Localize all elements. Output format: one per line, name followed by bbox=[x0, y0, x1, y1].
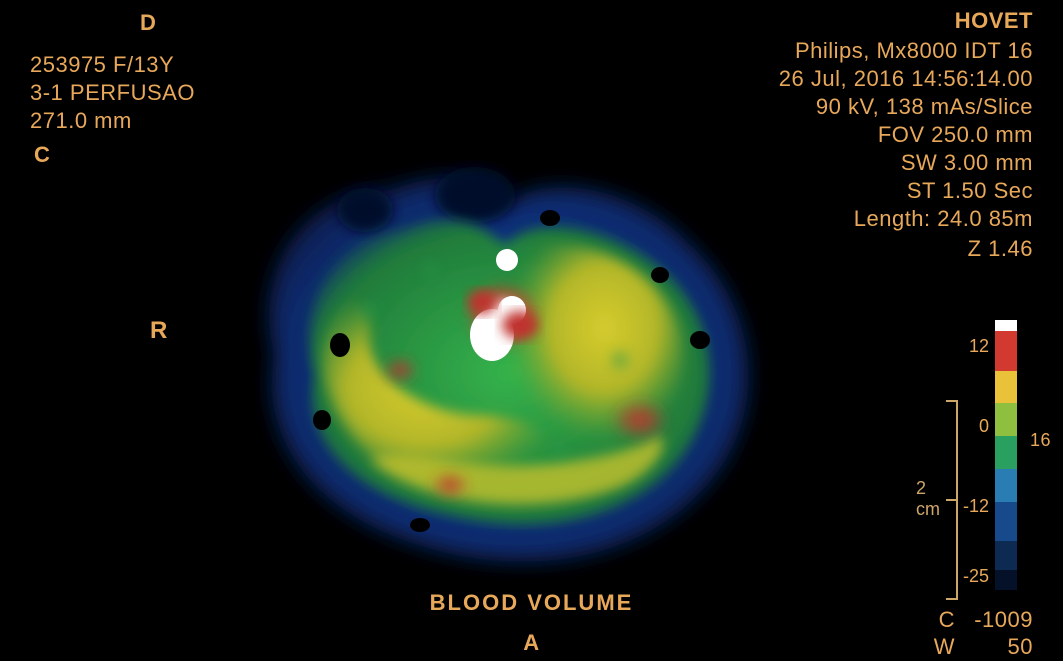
slice-width: SW 3.00 mm bbox=[901, 148, 1033, 178]
scanner-model: Philips, Mx8000 IDT 16 bbox=[795, 36, 1033, 66]
color-bar-label-n25: -25 bbox=[963, 566, 989, 587]
wl-width-label: W bbox=[934, 632, 955, 661]
scale-tick bbox=[946, 400, 958, 402]
perfusion-map[interactable] bbox=[220, 160, 780, 580]
color-bar-segment bbox=[995, 436, 1017, 469]
wl-center-value: -1009 bbox=[974, 605, 1033, 635]
color-bar-segment bbox=[995, 541, 1017, 570]
color-bar-segment bbox=[995, 570, 1017, 590]
color-bar-segment bbox=[995, 502, 1017, 541]
length-value: Length: 24.0 85m bbox=[854, 204, 1033, 234]
ct-perfusion-viewer: D 253975 F/13Y 3-1 PERFUSAO 271.0 mm C H… bbox=[0, 0, 1063, 661]
scale-tick bbox=[946, 499, 958, 501]
color-bar-label-12: 12 bbox=[969, 336, 989, 357]
slice-time: ST 1.50 Sec bbox=[907, 176, 1033, 206]
wl-center-label: C bbox=[939, 605, 955, 635]
protocol-name: 3-1 PERFUSAO bbox=[30, 78, 195, 108]
orientation-a: A bbox=[0, 628, 1063, 658]
orientation-d: D bbox=[140, 8, 156, 38]
slice-position: 271.0 mm bbox=[30, 106, 132, 136]
acq-datetime: 26 Jul, 2016 14:56:14.00 bbox=[779, 64, 1033, 94]
color-bar-label-0: 0 bbox=[979, 416, 989, 437]
color-bar-label-n12: -12 bbox=[963, 496, 989, 517]
orientation-c: C bbox=[34, 140, 50, 170]
orientation-r: R bbox=[150, 315, 168, 347]
scale-ruler-label: 2 cm bbox=[916, 478, 940, 520]
color-bar-segment bbox=[995, 403, 1017, 436]
color-bar-segment bbox=[995, 371, 1017, 404]
color-bar-segment bbox=[995, 469, 1017, 502]
patient-id: 253975 F/13Y bbox=[30, 50, 174, 80]
wl-width-value: 50 bbox=[1008, 632, 1033, 661]
institution-label: HOVET bbox=[955, 6, 1033, 36]
scale-tick bbox=[946, 598, 958, 600]
scale-ruler: 2 cm bbox=[928, 400, 958, 600]
z-position: Z 1.46 bbox=[968, 234, 1033, 264]
map-title: BLOOD VOLUME bbox=[0, 588, 1063, 618]
color-bar-segment bbox=[995, 331, 1017, 370]
orientation-right-value: 16 bbox=[1030, 428, 1051, 452]
perfusion-map-svg bbox=[220, 160, 780, 580]
technique-params: 90 kV, 138 mAs/Slice bbox=[816, 92, 1033, 122]
color-bar-segment bbox=[995, 320, 1017, 331]
color-scale-bar[interactable] bbox=[995, 320, 1017, 590]
fov-value: FOV 250.0 mm bbox=[878, 120, 1033, 150]
